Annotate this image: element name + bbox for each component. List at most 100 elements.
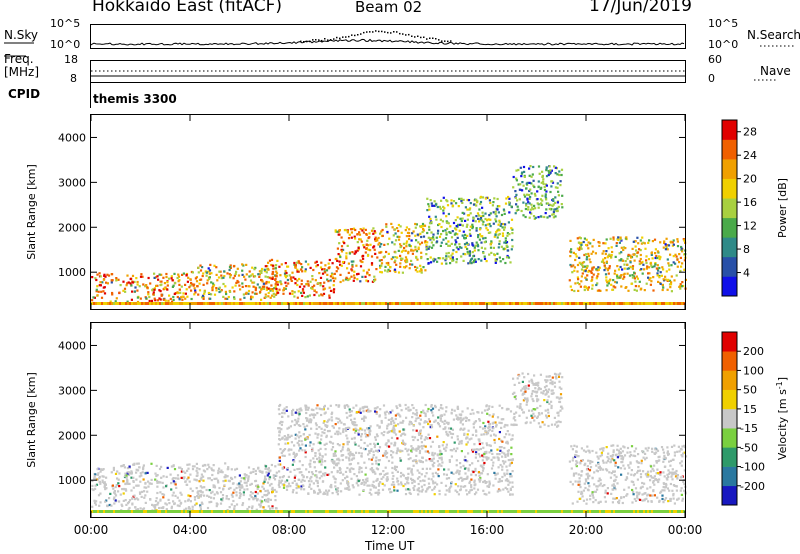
echo-cell [289, 302, 291, 305]
echo-cell [234, 476, 237, 479]
echo-cell [286, 467, 289, 470]
echo-cell [387, 423, 390, 426]
echo-cell [393, 302, 395, 305]
echo-cell [418, 451, 421, 455]
echo-cell [315, 470, 318, 473]
echo-cell [315, 476, 318, 479]
echo-cell [275, 274, 278, 277]
echo-cell [333, 302, 335, 305]
echo-cell [419, 264, 422, 267]
echo-cell [412, 406, 415, 410]
echo-cell [579, 237, 582, 240]
echo-cell [278, 470, 281, 473]
echo-cell [380, 230, 383, 233]
echo-cell [554, 166, 557, 169]
echo-cell [460, 485, 463, 488]
echo-cell [271, 289, 275, 292]
echo-cell [103, 274, 106, 277]
echo-cell [462, 198, 465, 201]
echo-cell [477, 438, 480, 441]
echo-cell [496, 205, 499, 208]
echo-cell [352, 486, 355, 489]
echo-cell [113, 496, 116, 499]
echo-cell [411, 479, 414, 482]
echo-cell [555, 377, 558, 380]
echo-cell [256, 492, 259, 495]
echo-cell [557, 205, 560, 208]
echo-cell [587, 247, 590, 250]
echo-cell [681, 281, 684, 284]
echo-cell [432, 259, 435, 262]
echo-cell [650, 476, 653, 479]
echo-cell [210, 500, 213, 503]
echo-cell [366, 434, 369, 437]
echo-cell [474, 474, 477, 477]
echo-cell [677, 302, 679, 305]
echo-cell [427, 418, 431, 421]
echo-cell [393, 421, 396, 424]
echo-cell [172, 464, 175, 467]
echo-cell [127, 281, 130, 284]
echo-cell [518, 381, 521, 384]
echo-cell [298, 277, 301, 281]
echo-cell [103, 485, 106, 488]
echo-cell [583, 288, 586, 292]
echo-cell [155, 464, 158, 467]
echo-cell [298, 439, 301, 442]
echo-cell [126, 274, 129, 277]
echo-cell [494, 477, 497, 480]
echo-cell [613, 474, 616, 477]
echo-cell [514, 190, 517, 193]
echo-cell [605, 250, 608, 253]
echo-cell [286, 438, 289, 441]
echo-cell [541, 170, 544, 173]
echo-cell [666, 244, 669, 247]
echo-cell [544, 379, 547, 382]
echo-cell [499, 302, 501, 305]
echo-cell [272, 271, 275, 274]
echo-cell [580, 247, 583, 250]
echo-cell [340, 264, 343, 267]
echo-cell [561, 206, 564, 209]
echo-cell [392, 430, 395, 433]
echo-cell [304, 451, 307, 454]
echo-cell [680, 245, 683, 249]
echo-cell [233, 290, 236, 293]
echo-cell [435, 236, 438, 239]
echo-cell [546, 400, 549, 404]
echo-cell [505, 465, 508, 468]
echo-cell [389, 411, 392, 414]
echo-cell [301, 288, 305, 291]
echo-cell [135, 508, 138, 511]
echo-cell [587, 252, 590, 255]
echo-cell [130, 472, 133, 475]
echo-cell [407, 458, 410, 461]
echo-cell [278, 427, 281, 430]
echo-cell [444, 237, 448, 240]
echo-cell [274, 283, 277, 286]
echo-cell [498, 421, 501, 424]
echo-cell [515, 302, 517, 305]
echo-cell [450, 485, 453, 488]
echo-cell [576, 270, 579, 273]
echo-cell [330, 448, 333, 451]
echo-cell [421, 456, 424, 459]
echo-cell [598, 241, 601, 244]
echo-cell [171, 302, 173, 305]
echo-cell [631, 265, 635, 268]
echo-cell [409, 457, 412, 460]
echo-cell [359, 407, 362, 410]
echo-cell [386, 243, 389, 246]
echo-cell [375, 467, 378, 470]
echo-cell [548, 165, 551, 168]
echo-cell [450, 411, 453, 414]
echo-cell [408, 491, 411, 494]
echo-cell [618, 241, 621, 244]
echo-cell [616, 276, 619, 280]
echo-cell [479, 195, 483, 198]
nsearch-point [381, 30, 383, 33]
echo-cell [247, 476, 250, 479]
echo-cell [158, 506, 161, 510]
echo-cell [237, 281, 240, 284]
echo-cell [502, 208, 505, 211]
